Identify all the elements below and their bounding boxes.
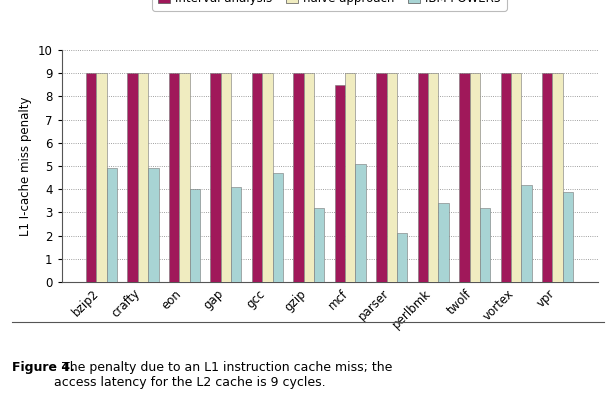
Bar: [210, 73, 221, 282]
Legend: interval analysis, naive approach, IBM POWER5: interval analysis, naive approach, IBM P…: [152, 0, 507, 11]
Bar: [179, 73, 190, 282]
Bar: [345, 73, 355, 282]
Bar: [376, 73, 387, 282]
Bar: [542, 73, 553, 282]
Bar: [252, 73, 262, 282]
Bar: [272, 173, 283, 282]
Bar: [469, 73, 480, 282]
Bar: [304, 73, 314, 282]
Y-axis label: L1 I-cache miss penalty: L1 I-cache miss penalty: [19, 96, 32, 236]
Bar: [107, 168, 117, 282]
Bar: [418, 73, 428, 282]
Bar: [262, 73, 272, 282]
Bar: [439, 203, 449, 282]
Bar: [221, 73, 231, 282]
Bar: [96, 73, 107, 282]
Text: The penalty due to an L1 instruction cache miss; the
access latency for the L2 c: The penalty due to an L1 instruction cac…: [54, 361, 392, 389]
Bar: [138, 73, 148, 282]
Bar: [563, 192, 573, 282]
Bar: [86, 73, 96, 282]
Bar: [355, 164, 366, 282]
Text: Figure 4.: Figure 4.: [12, 361, 75, 374]
Bar: [190, 189, 200, 282]
Bar: [397, 233, 407, 282]
Bar: [501, 73, 511, 282]
Bar: [148, 168, 158, 282]
Bar: [428, 73, 439, 282]
Bar: [231, 187, 241, 282]
Bar: [293, 73, 304, 282]
Bar: [553, 73, 563, 282]
Bar: [387, 73, 397, 282]
Bar: [334, 85, 345, 282]
Bar: [169, 73, 179, 282]
Bar: [128, 73, 138, 282]
Bar: [521, 185, 532, 282]
Bar: [314, 208, 325, 282]
Bar: [511, 73, 521, 282]
Bar: [459, 73, 469, 282]
Bar: [480, 208, 490, 282]
